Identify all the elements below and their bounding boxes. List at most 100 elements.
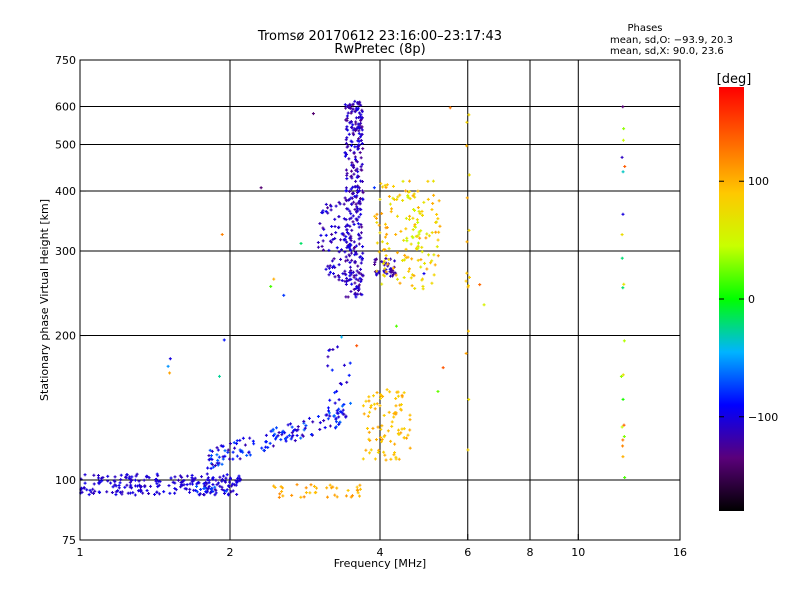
data-point xyxy=(328,270,332,274)
data-point xyxy=(274,437,278,441)
data-point xyxy=(235,442,239,446)
data-point xyxy=(193,476,197,480)
data-point xyxy=(179,480,183,484)
data-point xyxy=(209,487,213,491)
data-point xyxy=(328,398,332,402)
data-point xyxy=(195,484,199,488)
colorbar-label: [deg] xyxy=(717,72,752,87)
data-point xyxy=(350,192,354,196)
data-point xyxy=(385,242,389,246)
data-point xyxy=(360,168,364,172)
cluster-10 xyxy=(404,190,426,251)
data-point xyxy=(238,477,242,481)
data-point xyxy=(281,494,285,498)
data-point xyxy=(284,439,288,443)
data-point xyxy=(375,220,379,224)
cluster-5 xyxy=(194,484,228,494)
data-point xyxy=(384,226,388,230)
data-point xyxy=(155,490,159,494)
data-point xyxy=(131,491,135,495)
data-point xyxy=(422,272,426,276)
data-point xyxy=(352,222,356,226)
data-point xyxy=(241,450,245,454)
data-point xyxy=(344,282,348,286)
axis-ticks: 1 2 4 6 8 10 16 75 100 200 300 400 500 600 750 xyxy=(55,54,687,559)
data-point xyxy=(401,179,405,183)
data-point xyxy=(389,268,393,272)
data-point xyxy=(394,232,398,236)
data-point xyxy=(287,433,291,437)
data-point xyxy=(425,232,429,236)
data-point xyxy=(280,430,284,434)
data-point xyxy=(326,406,330,410)
data-point xyxy=(391,273,395,277)
data-point xyxy=(316,245,320,249)
data-point xyxy=(351,107,355,111)
data-point xyxy=(185,487,189,491)
data-point xyxy=(436,254,440,258)
data-point xyxy=(374,216,378,220)
data-point xyxy=(397,457,401,461)
data-point xyxy=(421,277,425,281)
data-point xyxy=(465,144,469,148)
data-point xyxy=(264,440,268,444)
data-point xyxy=(331,485,335,489)
data-point xyxy=(404,227,408,231)
data-point xyxy=(350,494,354,498)
data-point xyxy=(321,209,325,213)
data-point xyxy=(344,168,348,172)
data-point xyxy=(353,245,357,249)
data-point xyxy=(352,172,356,176)
data-point xyxy=(621,138,625,142)
data-point xyxy=(426,179,430,183)
data-point xyxy=(357,189,361,193)
data-point xyxy=(380,424,384,428)
data-point xyxy=(325,495,329,499)
data-point xyxy=(342,402,346,406)
data-point xyxy=(408,446,412,450)
data-point xyxy=(213,464,217,468)
data-point xyxy=(347,232,351,236)
data-point xyxy=(113,475,117,479)
data-point xyxy=(353,207,357,211)
data-point xyxy=(620,425,624,429)
colorbar-ticks: 100 0 −100 xyxy=(719,175,778,424)
data-point xyxy=(375,402,379,406)
data-point xyxy=(337,415,341,419)
data-point xyxy=(289,422,293,426)
data-point xyxy=(394,273,398,277)
data-point xyxy=(374,438,378,442)
data-point xyxy=(435,245,439,249)
data-point xyxy=(309,483,313,487)
data-point xyxy=(376,425,380,429)
data-point xyxy=(621,170,625,174)
data-point xyxy=(332,272,335,276)
data-point xyxy=(416,234,420,238)
data-point xyxy=(125,483,129,487)
data-point xyxy=(413,208,417,212)
data-point xyxy=(220,462,224,466)
data-point xyxy=(344,255,348,259)
data-point xyxy=(359,121,363,125)
data-point xyxy=(326,417,330,421)
data-point xyxy=(304,491,308,495)
data-point xyxy=(359,138,363,142)
data-point xyxy=(424,236,428,240)
data-point xyxy=(207,484,211,488)
data-point xyxy=(348,242,352,246)
data-point xyxy=(328,424,332,428)
data-point xyxy=(350,251,354,255)
data-point xyxy=(350,169,354,173)
data-point xyxy=(415,218,419,222)
data-point xyxy=(355,252,359,256)
data-point xyxy=(396,195,400,199)
data-point xyxy=(173,481,177,485)
data-point xyxy=(416,220,420,224)
data-point xyxy=(345,125,349,129)
data-point xyxy=(334,420,338,424)
data-point xyxy=(346,295,350,299)
data-point xyxy=(332,264,336,268)
data-point xyxy=(395,214,399,218)
data-point xyxy=(622,282,626,286)
data-point xyxy=(312,484,316,488)
